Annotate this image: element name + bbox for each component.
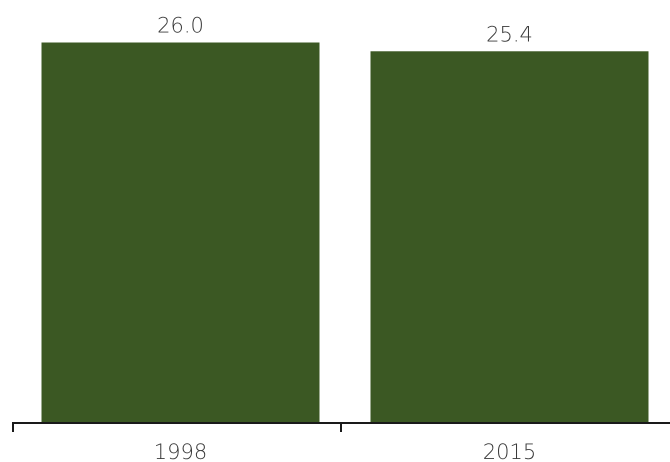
value-labels-group: 26.0 25.4 xyxy=(157,14,533,47)
x-axis-tick-labels-group: 1998 2015 xyxy=(154,440,536,462)
bars-group xyxy=(41,42,649,424)
x-tick-label-2015: 2015 xyxy=(483,440,536,462)
bar-value-label-2015: 25.4 xyxy=(486,22,533,46)
x-axis-ticks-group xyxy=(12,423,342,432)
bar-2015 xyxy=(370,51,649,424)
bar-1998 xyxy=(41,42,320,423)
bar-value-label-1998: 26.0 xyxy=(157,14,204,38)
x-tick-label-1998: 1998 xyxy=(154,440,207,462)
